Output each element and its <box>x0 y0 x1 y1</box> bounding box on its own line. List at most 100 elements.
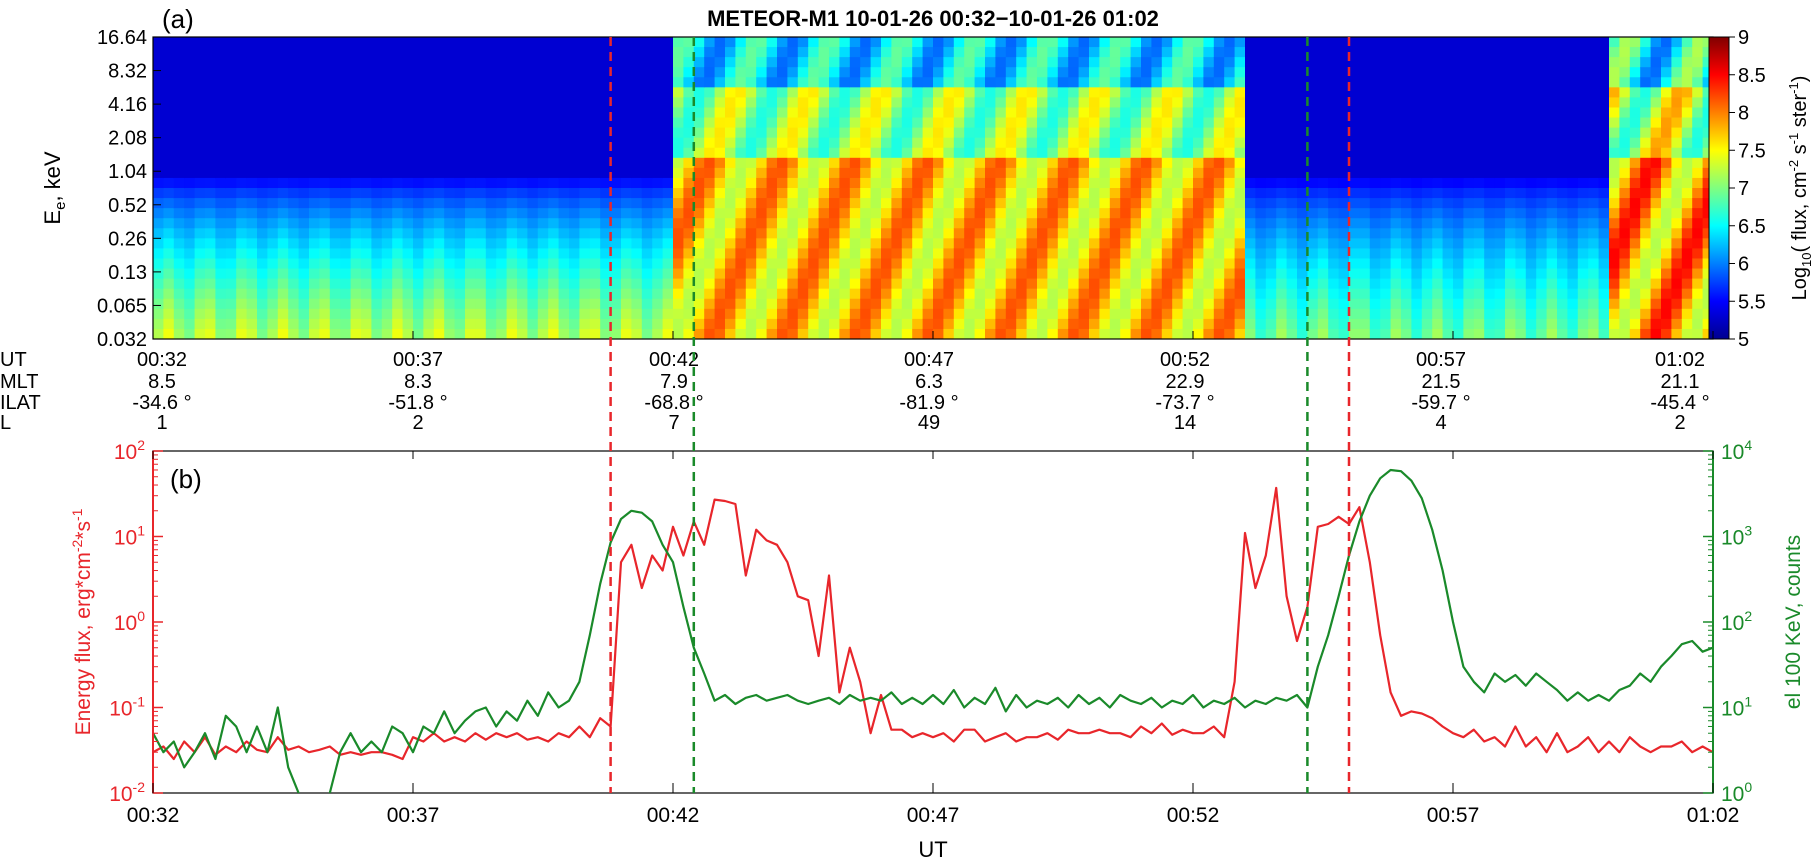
spectrogram-cell <box>215 268 227 280</box>
spectrogram-cell <box>995 77 1007 88</box>
spectrogram-cell <box>225 248 237 260</box>
spectrogram-cell <box>1057 258 1069 270</box>
spectrogram-cell <box>225 208 237 219</box>
spectrogram-cell <box>1525 77 1537 88</box>
spectrogram-cell <box>1286 47 1298 58</box>
spectrogram-cell <box>912 127 924 139</box>
spectrogram-cell <box>1380 298 1392 310</box>
spectrogram-cell <box>319 238 331 249</box>
spectrogram-cell <box>725 87 736 98</box>
spectrogram-cell <box>704 157 716 169</box>
spectrogram-cell <box>340 37 352 48</box>
spectrogram-cell <box>423 107 435 119</box>
spectrogram-cell <box>215 127 227 139</box>
spectrogram-cell <box>205 127 216 139</box>
spectrogram-cell <box>1442 107 1454 119</box>
spectrogram-cell <box>1619 147 1631 159</box>
spectrogram-cell <box>1609 77 1620 88</box>
spectrogram-cell <box>1307 248 1319 260</box>
spectrogram-cell <box>1380 268 1392 280</box>
spectrogram-cell <box>985 147 996 159</box>
spectrogram-cell <box>1629 127 1641 139</box>
spectrogram-cell <box>1473 238 1485 249</box>
spectrogram-cell <box>870 67 882 78</box>
spectrogram-cell <box>610 167 622 179</box>
spectrogram-cell <box>1588 248 1600 260</box>
spectrogram-cell <box>1515 37 1527 48</box>
spectrogram-cell <box>1619 328 1631 339</box>
spectrogram-cell <box>704 218 716 229</box>
spectrogram-cell <box>1099 298 1111 310</box>
spectrogram-cell <box>1255 278 1267 290</box>
spectrogram-cell <box>1609 208 1620 219</box>
spectrogram-cell <box>901 198 913 209</box>
spectrogram-cell <box>1255 137 1267 149</box>
spectrogram-cell <box>1245 87 1256 98</box>
spectrogram-cell <box>725 208 736 219</box>
spectrogram-cell <box>1463 258 1475 270</box>
spectrogram-cell <box>350 47 362 58</box>
spectrogram-cell <box>589 208 601 219</box>
spectrogram-cell <box>329 258 341 270</box>
spectrogram-cell <box>1629 57 1641 68</box>
spectrogram-cell <box>839 218 851 229</box>
spectrogram-cell <box>1203 218 1215 229</box>
spectrogram-cell <box>652 198 664 209</box>
spectrogram-cell <box>1245 238 1256 249</box>
spectrogram-cell <box>725 328 736 339</box>
spectrogram-cell <box>652 308 664 320</box>
spectrogram-cell <box>673 47 684 58</box>
spectrogram-cell <box>1525 97 1537 109</box>
spectrogram-cell <box>766 308 778 320</box>
spectrogram-cell <box>1276 318 1288 330</box>
spectrogram-cell <box>870 328 882 339</box>
spectrogram-cell <box>714 177 726 189</box>
spectrogram-cell <box>381 198 393 209</box>
spectrogram-cell <box>610 177 622 189</box>
spectrogram-cell <box>1588 218 1600 229</box>
spectrogram-cell <box>693 198 705 209</box>
spectrogram-cell <box>829 87 840 98</box>
spectrogram-cell <box>153 127 164 139</box>
spectrogram-cell <box>1546 117 1558 129</box>
spectrogram-cell <box>319 198 331 209</box>
spectrogram-cell <box>1473 288 1485 300</box>
spectrogram-cell <box>1338 268 1350 280</box>
spectrogram-cell <box>558 137 570 149</box>
spectrogram-cell <box>600 298 612 310</box>
spectrogram-cell <box>829 97 840 109</box>
spectrogram-cell <box>537 248 549 260</box>
spectrogram-cell <box>361 198 372 209</box>
spectrogram-cell <box>985 188 996 199</box>
spectrogram-cell <box>246 127 258 139</box>
spectrogram-cell <box>683 147 695 159</box>
spectrogram-cell <box>184 268 196 280</box>
spectrogram-cell <box>943 127 955 139</box>
spectrogram-cell <box>964 308 976 320</box>
spectrogram-cell <box>1026 238 1038 249</box>
spectrogram-cell <box>1598 238 1610 249</box>
spectrogram-cell <box>1234 218 1246 229</box>
spectrogram-cell <box>1265 278 1277 290</box>
spectrogram-cell <box>1224 97 1236 109</box>
spectrogram-cell <box>423 218 435 229</box>
spectrogram-cell <box>329 127 341 139</box>
spectrogram-cell <box>891 177 903 189</box>
spectrogram-cell <box>1265 87 1277 98</box>
spectrogram-cell <box>631 328 643 339</box>
spectrogram-cell <box>1005 228 1017 239</box>
spectrogram-cell <box>1640 308 1652 320</box>
spectrogram-cell <box>870 208 882 219</box>
spectrogram-cell <box>631 218 643 229</box>
spectrogram-cell <box>756 77 768 88</box>
spectrogram-cell <box>1193 308 1204 320</box>
spectrogram-cell <box>329 288 341 300</box>
spectrogram-cell <box>922 97 934 109</box>
spectrogram-cell <box>714 147 726 159</box>
spectrogram-cell <box>1650 218 1662 229</box>
spectrogram-cell <box>1640 147 1652 159</box>
spectrogram-cell <box>985 258 996 270</box>
spectrogram-cell <box>1005 308 1017 320</box>
spectrogram-cell <box>1546 208 1558 219</box>
spectrogram-cell <box>756 258 768 270</box>
